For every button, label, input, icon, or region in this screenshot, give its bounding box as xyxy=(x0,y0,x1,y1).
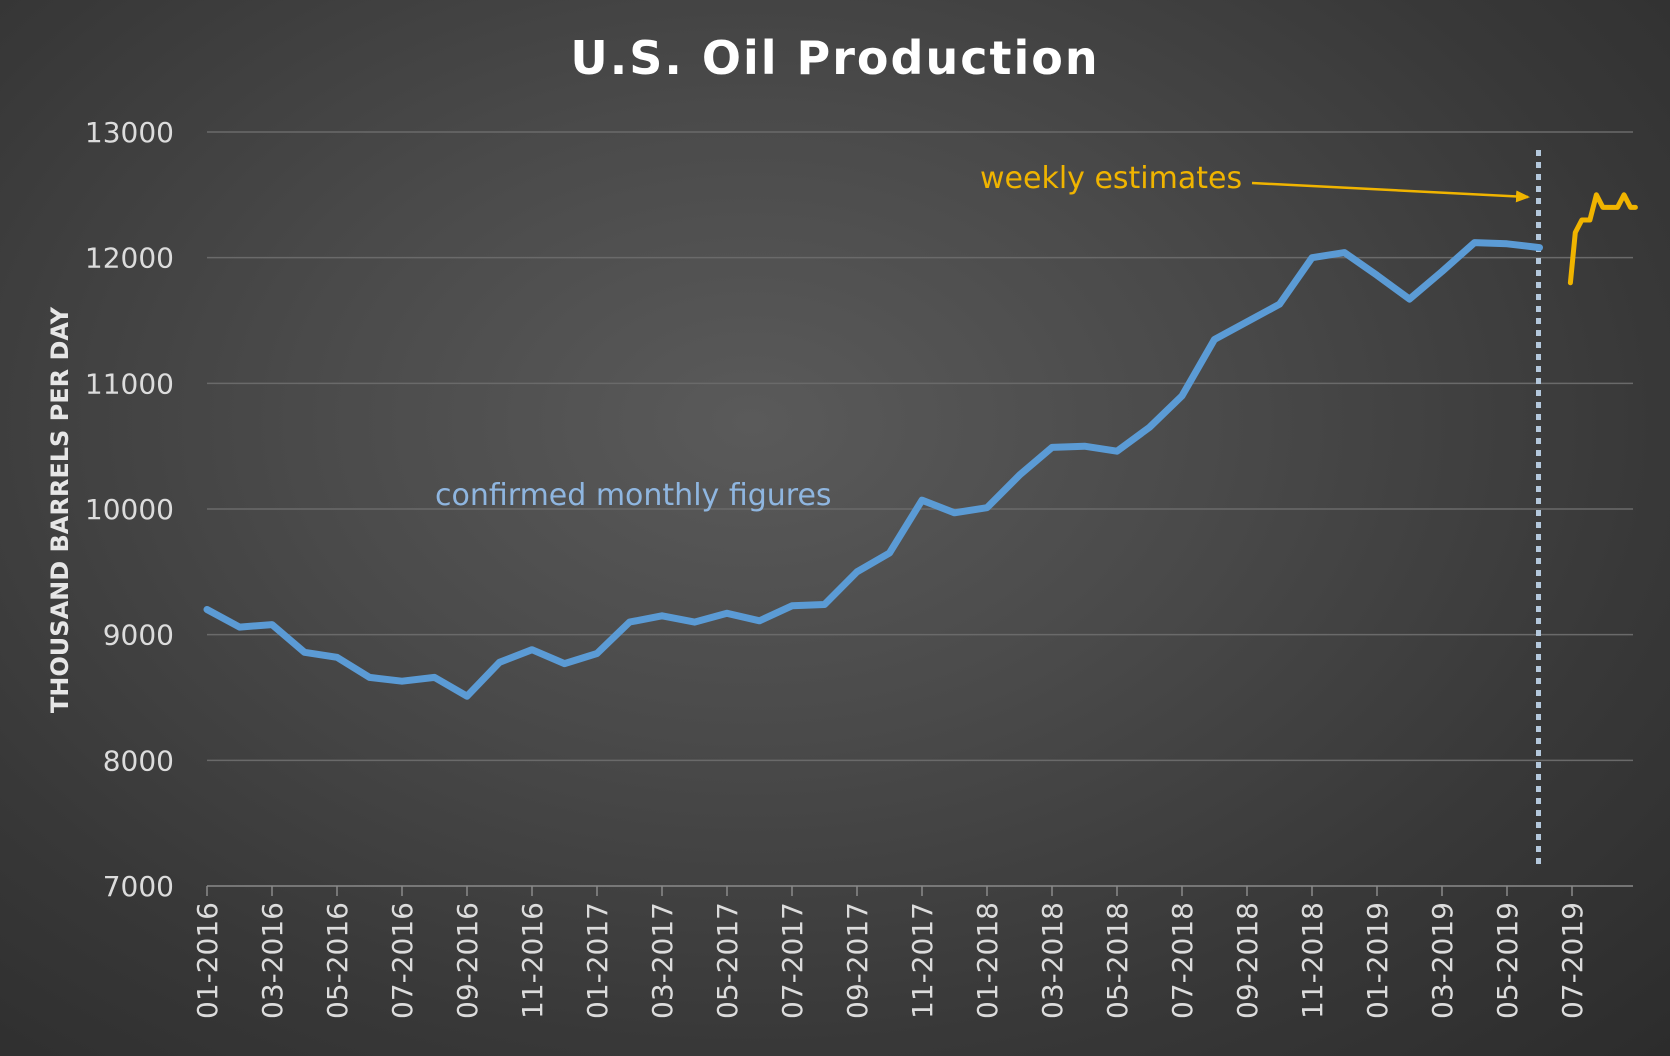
y-tick-label: 10000 xyxy=(85,493,174,526)
y-axis-ticks: 7000 8000 9000 10000 11000 12000 13000 xyxy=(85,116,174,903)
x-tick-label: 11-2017 xyxy=(906,902,939,1019)
y-tick-label: 8000 xyxy=(103,744,174,777)
x-tick-label: 05-2017 xyxy=(711,902,744,1019)
x-tick-label: 11-2018 xyxy=(1296,902,1329,1019)
x-tick-label: 01-2017 xyxy=(581,902,614,1019)
x-tick-label: 11-2016 xyxy=(516,902,549,1019)
x-tick-label: 09-2016 xyxy=(451,902,484,1019)
x-tick-label: 07-2018 xyxy=(1166,902,1199,1019)
y-tick-label: 7000 xyxy=(103,870,174,903)
annotation-weekly-estimates: weekly estimates xyxy=(980,161,1242,196)
x-tick-label: 07-2016 xyxy=(386,902,419,1019)
x-axis-ticks: 01-2016 03-2016 05-2016 07-2016 09-2016 11-20… xyxy=(191,886,1589,1019)
x-tick-label: 03-2018 xyxy=(1036,902,1069,1019)
y-tick-label: 9000 xyxy=(103,619,174,652)
y-tick-label: 12000 xyxy=(85,242,174,275)
x-tick-label: 01-2018 xyxy=(971,902,1004,1019)
annotation-arrow xyxy=(1251,181,1530,203)
x-tick-label: 05-2016 xyxy=(321,902,354,1019)
x-tick-label: 05-2018 xyxy=(1101,902,1134,1019)
x-tick-label: 09-2018 xyxy=(1231,902,1264,1019)
x-tick-label: 07-2017 xyxy=(776,902,809,1019)
gridlines xyxy=(207,131,1633,762)
chart-title: U.S. Oil Production xyxy=(570,31,1099,85)
x-tick-label: 01-2019 xyxy=(1361,902,1394,1019)
y-tick-label: 13000 xyxy=(85,116,174,149)
x-tick-label: 03-2016 xyxy=(256,902,289,1019)
series-line-weekly xyxy=(1567,192,1638,286)
y-tick-label: 11000 xyxy=(85,367,174,400)
x-tick-label: 07-2019 xyxy=(1556,902,1589,1019)
x-tick-label: 01-2016 xyxy=(191,902,224,1019)
series-line-monthly xyxy=(203,239,1543,700)
x-tick-label: 03-2019 xyxy=(1426,902,1459,1019)
x-tick-label: 03-2017 xyxy=(646,902,679,1019)
x-tick-label: 05-2019 xyxy=(1491,902,1524,1019)
annotation-confirmed-monthly: confirmed monthly figures xyxy=(435,478,832,513)
y-axis-label: THOUSAND BARRELS PER DAY xyxy=(46,306,74,713)
x-tick-label: 09-2017 xyxy=(841,902,874,1019)
